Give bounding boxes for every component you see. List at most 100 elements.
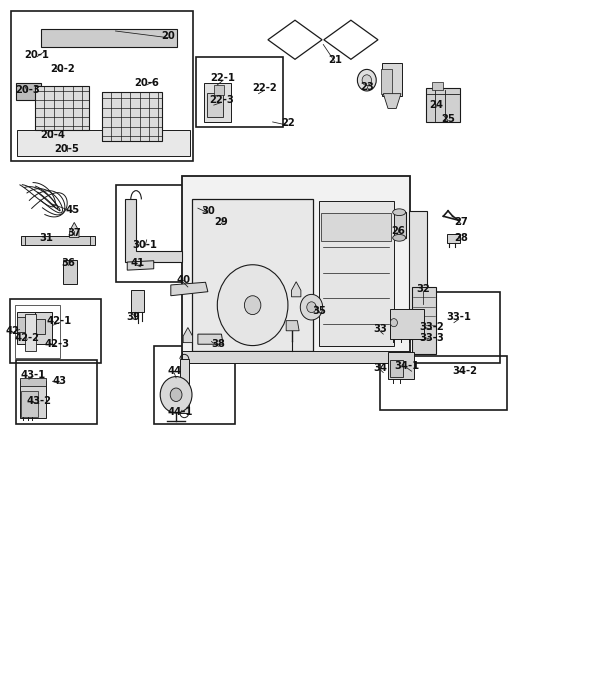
- Polygon shape: [381, 70, 392, 94]
- Text: 45: 45: [65, 205, 80, 215]
- Text: 28: 28: [454, 233, 468, 243]
- Text: 20: 20: [162, 31, 175, 40]
- Text: 43-2: 43-2: [27, 396, 51, 406]
- Circle shape: [307, 302, 316, 313]
- Bar: [196, 57, 283, 128]
- Circle shape: [160, 377, 192, 413]
- Polygon shape: [286, 321, 299, 331]
- Circle shape: [391, 319, 398, 327]
- Circle shape: [358, 70, 376, 91]
- Bar: [36, 319, 45, 334]
- Text: 41: 41: [130, 259, 145, 269]
- Bar: [17, 317, 27, 332]
- Circle shape: [362, 75, 372, 86]
- Text: 23: 23: [360, 82, 373, 92]
- Bar: [447, 234, 460, 243]
- Polygon shape: [268, 20, 322, 59]
- Text: 34-1: 34-1: [394, 361, 419, 371]
- Bar: [431, 82, 443, 90]
- Text: 33-3: 33-3: [419, 333, 444, 342]
- Bar: [25, 314, 36, 351]
- Text: 22-2: 22-2: [252, 83, 277, 93]
- Text: 20-5: 20-5: [54, 144, 79, 154]
- Text: 30: 30: [201, 206, 215, 216]
- Bar: [214, 85, 224, 95]
- Text: 37: 37: [67, 228, 81, 238]
- Text: 44-1: 44-1: [168, 406, 193, 416]
- Text: 39: 39: [126, 313, 140, 322]
- Polygon shape: [384, 94, 401, 109]
- Polygon shape: [412, 287, 436, 354]
- Bar: [319, 200, 394, 346]
- Text: 36: 36: [61, 259, 76, 269]
- Polygon shape: [16, 83, 41, 101]
- Text: 30-1: 30-1: [132, 240, 158, 250]
- Text: 27: 27: [454, 217, 468, 227]
- Bar: [206, 93, 223, 117]
- Bar: [393, 212, 406, 238]
- Bar: [21, 236, 95, 244]
- Polygon shape: [35, 86, 89, 130]
- Text: 42-1: 42-1: [47, 316, 72, 325]
- Text: 38: 38: [212, 340, 225, 349]
- Bar: [20, 381, 46, 418]
- Circle shape: [217, 265, 288, 346]
- Bar: [20, 378, 46, 386]
- Text: 43-1: 43-1: [21, 369, 45, 379]
- Bar: [381, 356, 507, 410]
- Bar: [10, 299, 101, 363]
- Text: 22-3: 22-3: [209, 95, 234, 105]
- Text: 20-1: 20-1: [25, 49, 50, 59]
- Ellipse shape: [393, 234, 406, 241]
- Bar: [21, 392, 38, 417]
- Text: 34-2: 34-2: [452, 366, 477, 376]
- Text: 22: 22: [281, 118, 295, 128]
- Text: 33-2: 33-2: [419, 323, 444, 332]
- Text: 29: 29: [215, 217, 228, 227]
- Text: 20-2: 20-2: [50, 64, 75, 74]
- Text: 21: 21: [328, 55, 342, 65]
- Polygon shape: [291, 281, 301, 297]
- Text: 44: 44: [167, 366, 182, 376]
- Bar: [16, 360, 97, 424]
- Text: 34: 34: [373, 363, 388, 373]
- Ellipse shape: [393, 209, 406, 215]
- Text: 33-1: 33-1: [446, 313, 471, 322]
- Bar: [17, 312, 36, 344]
- Text: 20-3: 20-3: [15, 84, 40, 95]
- Circle shape: [244, 296, 261, 315]
- Bar: [11, 11, 192, 161]
- Text: 20-6: 20-6: [135, 78, 159, 88]
- Bar: [322, 213, 391, 241]
- Text: 26: 26: [391, 226, 405, 236]
- Polygon shape: [180, 359, 189, 413]
- Bar: [388, 352, 415, 379]
- Circle shape: [170, 388, 182, 402]
- Polygon shape: [41, 29, 177, 47]
- Polygon shape: [238, 267, 248, 282]
- Text: 25: 25: [441, 113, 455, 124]
- Text: 42: 42: [5, 326, 19, 335]
- Text: 42-2: 42-2: [15, 333, 40, 342]
- Polygon shape: [324, 20, 378, 59]
- Polygon shape: [198, 334, 223, 344]
- Text: 43: 43: [53, 376, 67, 386]
- Bar: [409, 211, 427, 339]
- Circle shape: [300, 294, 323, 320]
- Polygon shape: [70, 223, 79, 238]
- Polygon shape: [171, 282, 208, 296]
- Bar: [192, 199, 313, 351]
- Bar: [154, 346, 235, 424]
- Polygon shape: [17, 130, 190, 156]
- Text: 35: 35: [313, 306, 327, 315]
- Polygon shape: [126, 199, 182, 262]
- Bar: [35, 312, 53, 344]
- Bar: [182, 351, 411, 363]
- Text: 20-4: 20-4: [40, 130, 65, 140]
- Text: 31: 31: [40, 233, 54, 243]
- Bar: [132, 290, 145, 312]
- Text: 22-1: 22-1: [211, 73, 235, 83]
- Bar: [15, 305, 60, 358]
- Bar: [116, 184, 203, 282]
- Polygon shape: [127, 261, 154, 270]
